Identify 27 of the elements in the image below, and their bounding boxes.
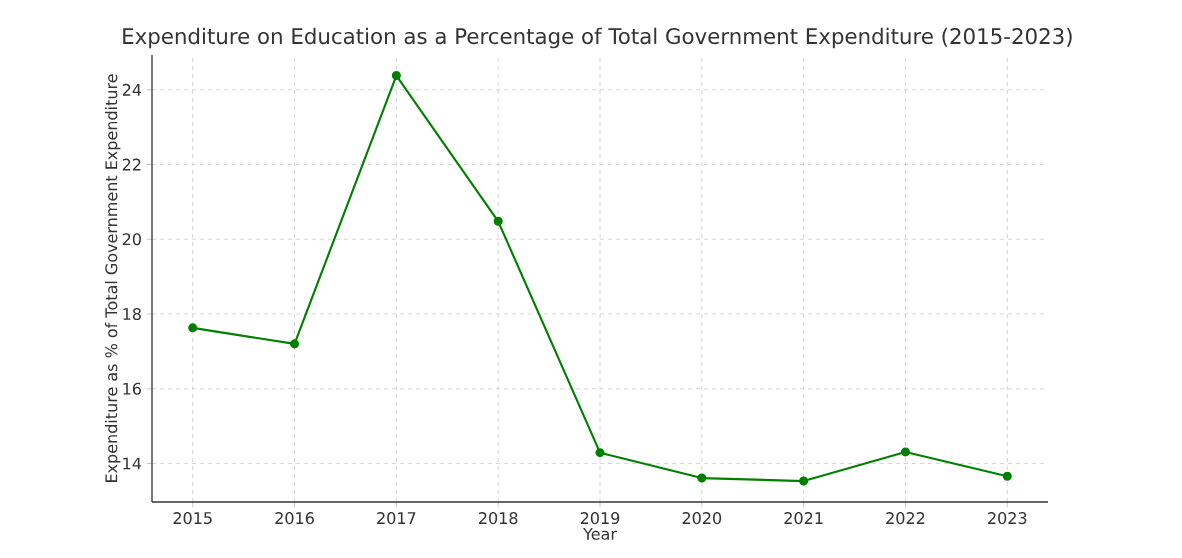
y-tick-label: 20 xyxy=(122,233,141,246)
x-axis-title: Year xyxy=(583,527,617,540)
point xyxy=(697,473,707,483)
x-tick-label: 2022 xyxy=(886,512,925,525)
x-tick-label: 2016 xyxy=(275,512,314,525)
point xyxy=(188,323,198,333)
x-tick-label: 2023 xyxy=(988,512,1027,525)
x-tick-label: 2020 xyxy=(682,512,722,525)
y-tick-label: 14 xyxy=(123,457,142,470)
point xyxy=(391,71,401,81)
point xyxy=(1002,471,1012,481)
point xyxy=(493,216,503,226)
y-tick-label: 22 xyxy=(122,158,141,171)
y-axis-title: Expenditure as % of Total Government Expenditure xyxy=(104,74,121,482)
point xyxy=(900,447,910,457)
point xyxy=(290,339,300,349)
chart-title: Expenditure on Education as a Percentage of Total Government Expenditure (2015-2023) xyxy=(123,27,1072,49)
point xyxy=(595,448,605,458)
x-tick-label: 2017 xyxy=(377,512,416,525)
x-tick-label: 2021 xyxy=(784,512,823,525)
x-tick-label: 2019 xyxy=(580,512,620,525)
x-tick-label: 2015 xyxy=(173,512,212,525)
x-tick-label: 2018 xyxy=(479,512,518,525)
point xyxy=(799,476,809,486)
y-tick-label: 18 xyxy=(123,307,141,321)
y-tick-label: 16 xyxy=(123,382,141,395)
y-tick-label: 24 xyxy=(122,83,142,96)
